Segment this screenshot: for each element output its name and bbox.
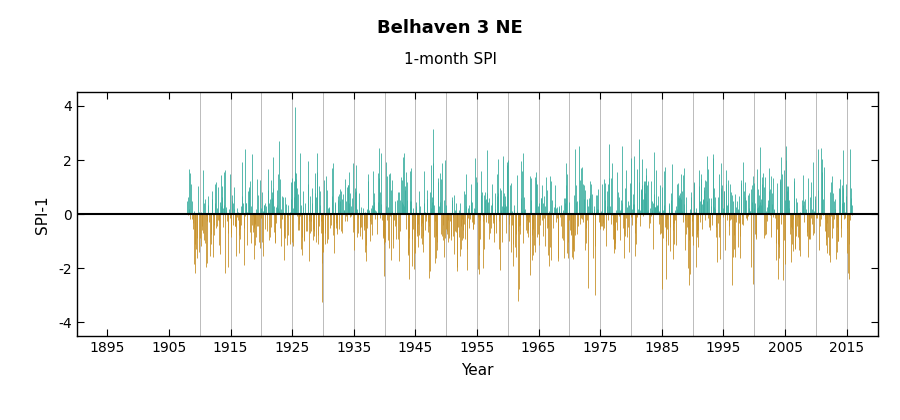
Text: Belhaven 3 NE: Belhaven 3 NE [377, 19, 523, 37]
X-axis label: Year: Year [461, 363, 493, 378]
Y-axis label: SPI-1: SPI-1 [35, 195, 50, 234]
Text: 1-month SPI: 1-month SPI [403, 52, 497, 68]
